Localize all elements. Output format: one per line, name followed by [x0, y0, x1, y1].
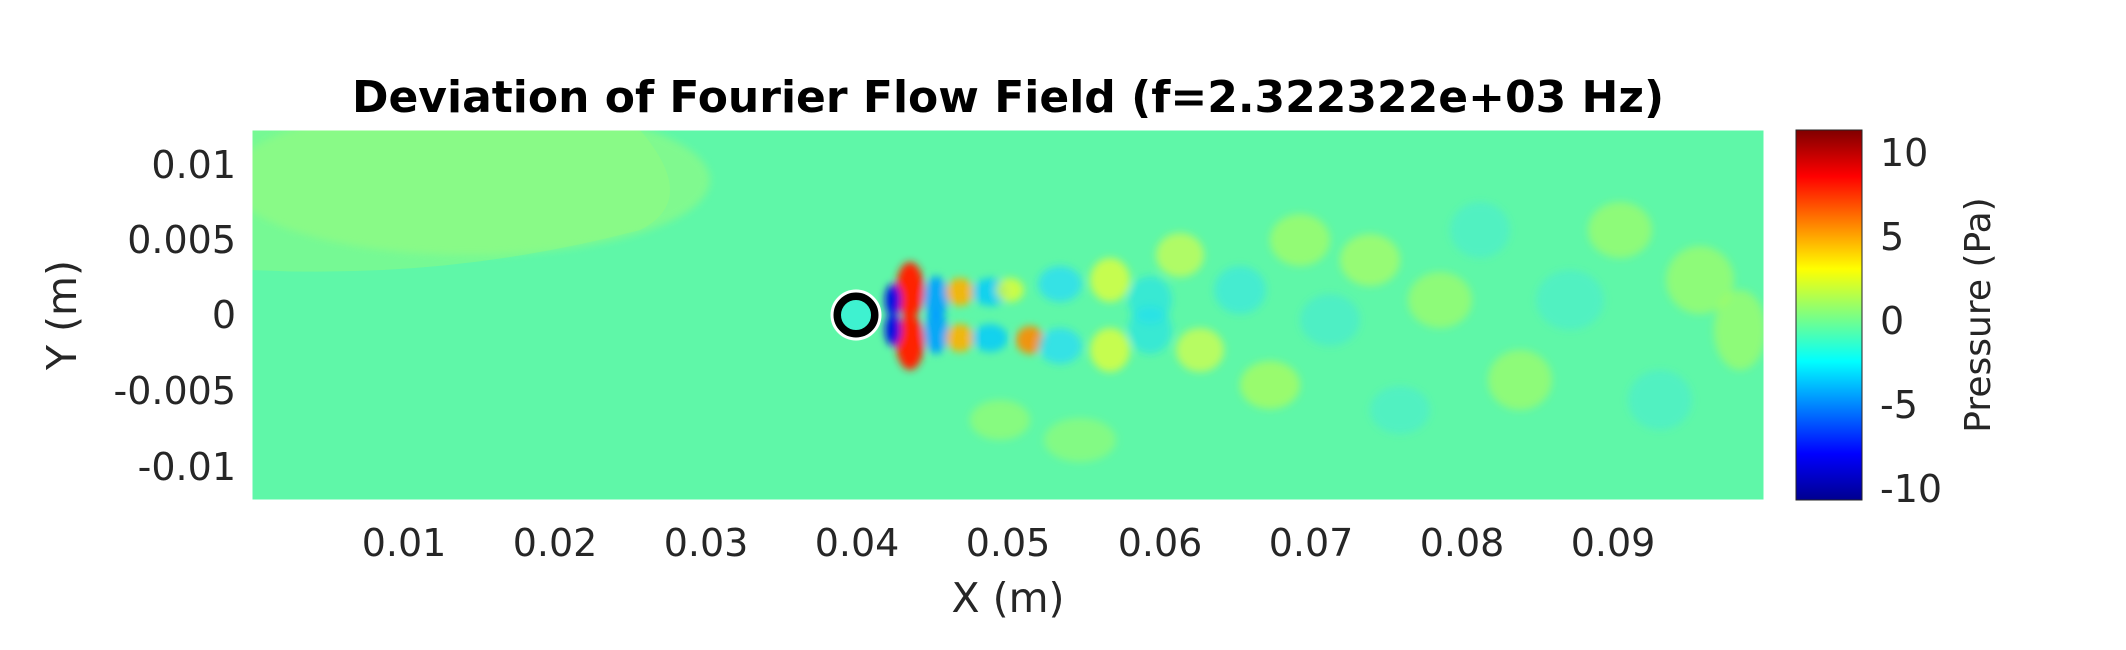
y-tick-label: -0.005: [114, 369, 237, 413]
wake-blob: [972, 324, 1008, 352]
wake-blob: [946, 278, 974, 306]
wake-blob: [946, 324, 974, 352]
colorbar-tick-label: -5: [1880, 383, 1918, 427]
x-axis-label: X (m): [951, 574, 1064, 622]
wake-blob: [1666, 246, 1734, 314]
x-tick-label: 0.08: [1420, 521, 1505, 565]
wake-blob: [1370, 386, 1430, 434]
wake-blob: [924, 276, 948, 320]
wake-blob: [1300, 294, 1360, 346]
y-tick-label: 0: [212, 293, 236, 337]
wake-blob: [1090, 328, 1130, 372]
wake-blob: [924, 310, 948, 354]
wake-blob: [1270, 214, 1330, 266]
wake-blob: [1340, 234, 1400, 286]
field-region-left-band: [252, 130, 710, 255]
x-tick-label: 0.07: [1269, 521, 1354, 565]
cylinder-marker: [833, 292, 879, 338]
cylinder-outline: [830, 289, 882, 341]
wake-blob: [1714, 290, 1764, 370]
wake-blob: [970, 400, 1030, 440]
wake-blob: [1156, 233, 1204, 277]
wake-blob: [1176, 328, 1224, 372]
wake-blob: [896, 262, 924, 318]
x-tick-label: 0.01: [362, 521, 447, 565]
x-tick-label: 0.04: [815, 521, 900, 565]
x-tick-labels: 0.01 0.02 0.03 0.04 0.05 0.06 0.07 0.08 …: [362, 521, 1656, 565]
wake-blob: [1090, 258, 1130, 302]
x-tick-label: 0.06: [1118, 521, 1203, 565]
wake-blob: [885, 314, 901, 346]
y-tick-label: 0.005: [127, 218, 236, 262]
colorbar-label: Pressure (Pa): [1958, 197, 1999, 432]
colorbar-tick-label: 0: [1880, 299, 1904, 343]
colorbar: 10 5 0 -5 -10 Pressure (Pa): [1795, 129, 1999, 511]
colorbar-tick-label: 5: [1880, 215, 1904, 259]
x-tick-label: 0.05: [966, 521, 1051, 565]
wake-blob: [1038, 328, 1082, 364]
wake-blob: [1488, 350, 1552, 410]
x-tick-label: 0.03: [664, 521, 749, 565]
wake-blob: [1450, 202, 1510, 258]
colorbar-gradient: [1795, 129, 1863, 501]
wake-blob: [896, 314, 924, 370]
colorbar-tick-label: 10: [1880, 131, 1928, 175]
plot-frame: [251, 129, 1765, 501]
wake-blob: [1016, 326, 1044, 354]
wake-blob: [1044, 418, 1116, 462]
wake-blob: [1536, 270, 1604, 330]
wake-blob: [1408, 272, 1472, 328]
y-tick-label: -0.01: [138, 445, 236, 489]
y-axis-label: Y (m): [38, 260, 86, 371]
wake-blob: [1038, 266, 1082, 302]
chart-title: Deviation of Fourier Flow Field (f=2.322…: [352, 72, 1664, 123]
wake-pattern: [885, 202, 1764, 462]
wake-blob: [1240, 361, 1300, 409]
wake-blob: [885, 284, 901, 316]
plot-area: [252, 130, 1764, 500]
wake-blob: [1128, 306, 1172, 354]
wake-blob: [1628, 370, 1692, 430]
wake-blob: [1214, 266, 1266, 314]
y-tick-labels: 0.01 0.005 0 -0.005 -0.01: [114, 143, 237, 489]
x-tick-label: 0.09: [1571, 521, 1656, 565]
x-tick-label: 0.02: [513, 521, 598, 565]
colorbar-tick-label: -10: [1880, 467, 1942, 511]
y-tick-label: 0.01: [151, 143, 236, 187]
wake-blob: [996, 278, 1024, 302]
wake-blob: [1588, 202, 1652, 258]
